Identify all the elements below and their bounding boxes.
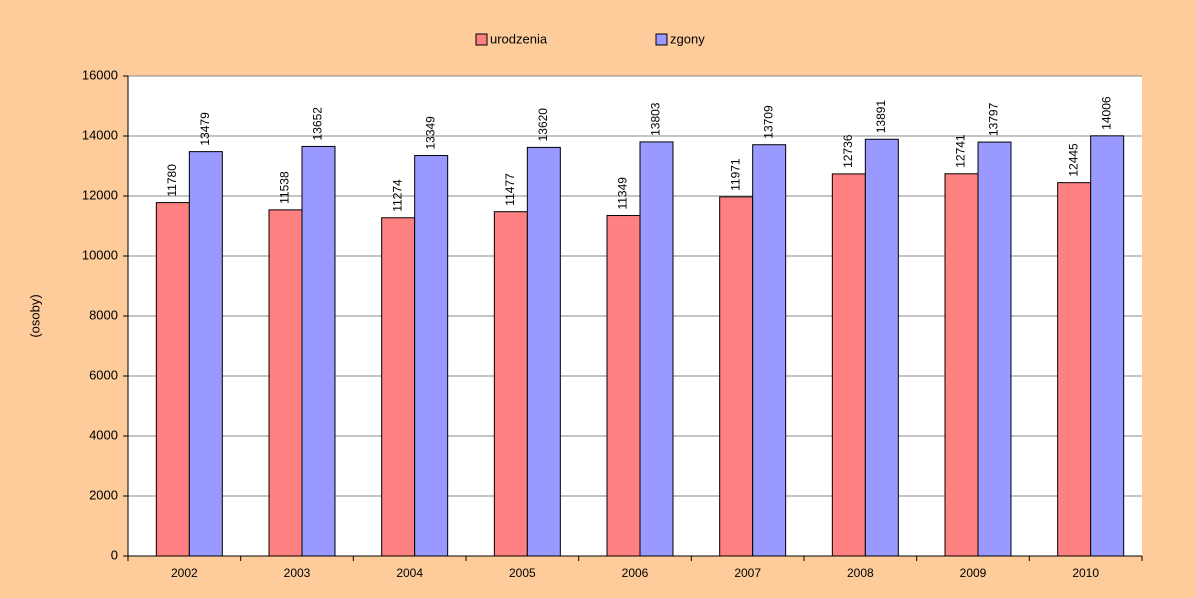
bar [1090,135,1125,557]
x-tick-label: 2006 [622,566,649,580]
legend-swatch [475,33,488,46]
y-tick-label: 16000 [82,67,118,82]
bar [1057,182,1092,557]
legend-swatch [655,33,668,46]
data-label: 13797 [987,102,1001,136]
data-label: 11477 [503,173,517,206]
legend-label: urodzenia [490,31,548,46]
bar [831,173,866,557]
bar [752,144,787,557]
data-label: 11538 [278,171,292,204]
x-tick-label: 2005 [509,566,536,580]
y-axis-label: (osoby) [27,294,42,337]
bar [944,173,979,557]
x-tick-label: 2007 [734,566,761,580]
data-label: 13891 [874,100,888,134]
data-label: 12741 [954,134,968,168]
y-tick-label: 12000 [82,187,118,202]
bar [526,146,561,557]
data-label: 11780 [165,164,179,197]
bar [606,215,641,557]
bar [381,217,416,557]
bar [414,155,449,557]
x-tick-label: 2010 [1072,566,1099,580]
bar [719,196,754,557]
y-tick-label: 6000 [89,367,118,382]
y-tick-label: 4000 [89,427,118,442]
data-label: 11274 [390,179,404,212]
y-tick-label: 8000 [89,307,118,322]
y-tick-label: 2000 [89,487,118,502]
data-label: 13349 [423,116,437,150]
y-tick-label: 14000 [82,127,118,142]
bar [493,211,528,557]
data-label: 11971 [728,158,742,191]
x-tick-label: 2008 [847,566,874,580]
x-tick-label: 2003 [284,566,311,580]
y-tick-label: 10000 [82,247,118,262]
data-label: 13709 [761,105,775,139]
legend-label: zgony [670,31,705,46]
bar [268,209,303,557]
x-tick-label: 2009 [960,566,987,580]
bar [639,141,674,557]
bar [301,145,336,557]
bar [155,202,190,557]
x-tick-label: 2004 [396,566,423,580]
data-label: 13803 [649,102,663,136]
data-label: 13479 [198,112,212,146]
bar [977,141,1012,557]
data-label: 11349 [616,177,630,210]
bar [864,138,899,557]
data-label: 12736 [841,134,855,168]
data-label: 13652 [311,107,325,141]
data-label: 12445 [1066,143,1080,177]
bar [188,151,223,557]
data-label: 13620 [536,108,550,142]
y-tick-label: 0 [111,547,118,562]
data-label: 14006 [1099,96,1113,130]
x-tick-label: 2002 [171,566,198,580]
